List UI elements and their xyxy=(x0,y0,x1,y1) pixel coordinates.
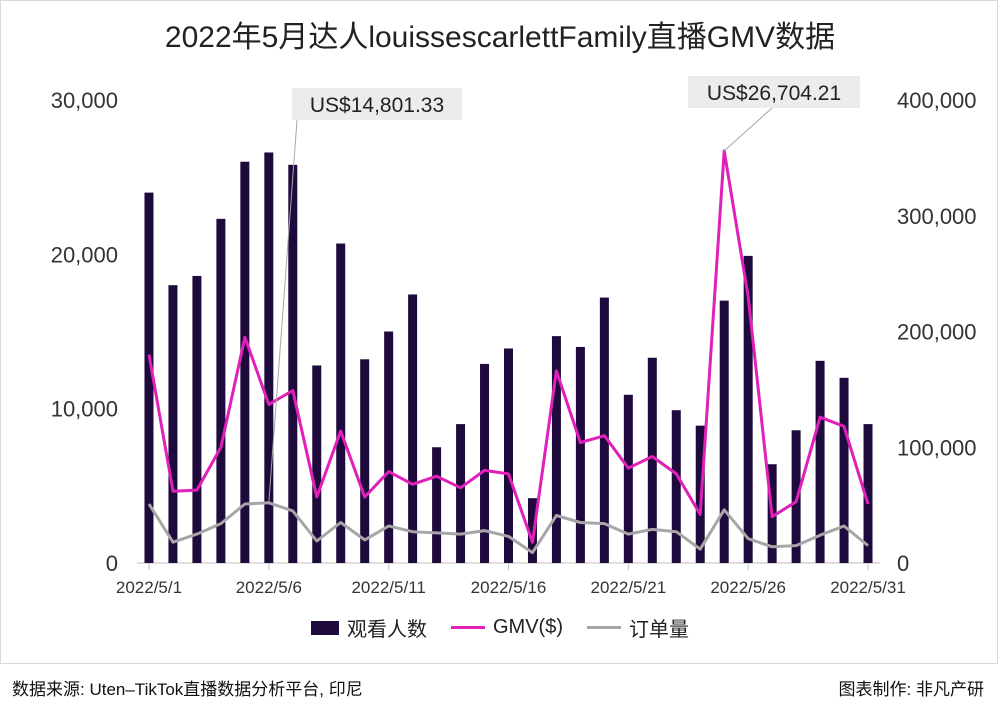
x-tick-label: 2022/5/26 xyxy=(710,578,786,597)
x-tick-label: 2022/5/6 xyxy=(236,578,302,597)
y-right-tick-label: 0 xyxy=(897,551,909,576)
y-right-tick-label: 300,000 xyxy=(897,204,977,229)
bars-group xyxy=(144,152,873,564)
y-right-tick-label: 100,000 xyxy=(897,435,977,460)
callout-label: US$14,801.33 xyxy=(310,94,444,117)
legend-item-gmv: GMV($) xyxy=(451,616,563,639)
bar-viewers xyxy=(408,294,418,563)
y-right-tick-label: 200,000 xyxy=(897,320,977,345)
bar-viewers xyxy=(599,297,609,563)
bar-viewers xyxy=(384,331,394,563)
annotations-group: US$14,801.33 US$26,704.21 xyxy=(268,76,860,503)
legend-swatch-viewers xyxy=(311,620,339,635)
bar-viewers xyxy=(240,161,250,563)
callout-box xyxy=(688,76,860,108)
callout-leader xyxy=(268,119,298,503)
bar-viewers xyxy=(144,192,154,563)
bar-viewers xyxy=(216,218,226,563)
bar-viewers xyxy=(743,255,753,564)
y-left-tick-label: 0 xyxy=(106,551,118,576)
legend-label-viewers: 观看人数 xyxy=(347,619,427,641)
y-right-tick-label: 400,000 xyxy=(897,88,977,113)
bar-viewers xyxy=(192,275,202,563)
bar-viewers xyxy=(336,243,346,563)
legend-label-orders: 订单量 xyxy=(629,619,689,641)
bar-viewers xyxy=(480,363,490,563)
callout-box xyxy=(292,88,462,120)
bar-viewers xyxy=(264,152,274,563)
bar-viewers xyxy=(575,346,585,563)
callout-leader xyxy=(723,107,773,152)
legend-label-gmv: GMV($) xyxy=(493,616,563,638)
data-source: 数据来源: Uten–TikTok直播数据分析平台, 印尼 xyxy=(12,680,363,699)
bar-viewers xyxy=(671,410,681,563)
y-left-tick-label: 10,000 xyxy=(51,397,118,422)
chart-title: 2022年5月达人louissescarlettFamily直播GMV数据 xyxy=(164,21,836,54)
x-tick-label: 2022/5/11 xyxy=(351,578,425,597)
bar-viewers xyxy=(815,360,825,563)
x-tick-label: 2022/5/16 xyxy=(471,578,547,597)
chart-frame xyxy=(0,0,998,664)
bar-viewers xyxy=(432,447,442,563)
x-tick-label: 2022/5/1 xyxy=(116,578,182,597)
axes-group: 0 10,000 20,000 30,000 0 100,000 200,000 300,00… xyxy=(51,88,977,597)
legend-swatch-gmv xyxy=(451,626,485,629)
y-left-tick-label: 30,000 xyxy=(51,88,118,113)
legend: 观看人数 GMV($) 订单量 xyxy=(0,613,1000,642)
y-left-tick-label: 20,000 xyxy=(51,242,118,267)
bar-viewers xyxy=(839,377,849,563)
bar-viewers xyxy=(288,164,298,563)
bar-viewers xyxy=(719,300,729,563)
callout-label: US$26,704.21 xyxy=(707,82,841,105)
legend-item-viewers: 观看人数 xyxy=(311,613,427,642)
bar-viewers xyxy=(863,424,873,563)
bar-viewers xyxy=(456,424,466,563)
bar-viewers xyxy=(168,285,178,563)
line-gmv xyxy=(147,149,870,544)
chart-credit: 图表制作: 非凡产研 xyxy=(838,680,984,699)
bar-viewers xyxy=(647,357,657,563)
bar-viewers xyxy=(312,365,322,563)
x-tick-label: 2022/5/21 xyxy=(591,578,667,597)
bar-viewers xyxy=(527,498,537,563)
bar-viewers xyxy=(623,394,633,563)
bar-viewers xyxy=(504,348,513,563)
bar-viewers xyxy=(360,359,370,563)
legend-item-orders: 订单量 xyxy=(587,613,689,642)
x-tick-label: 2022/5/31 xyxy=(830,578,906,597)
legend-swatch-orders xyxy=(587,626,621,629)
bar-viewers xyxy=(551,336,561,563)
